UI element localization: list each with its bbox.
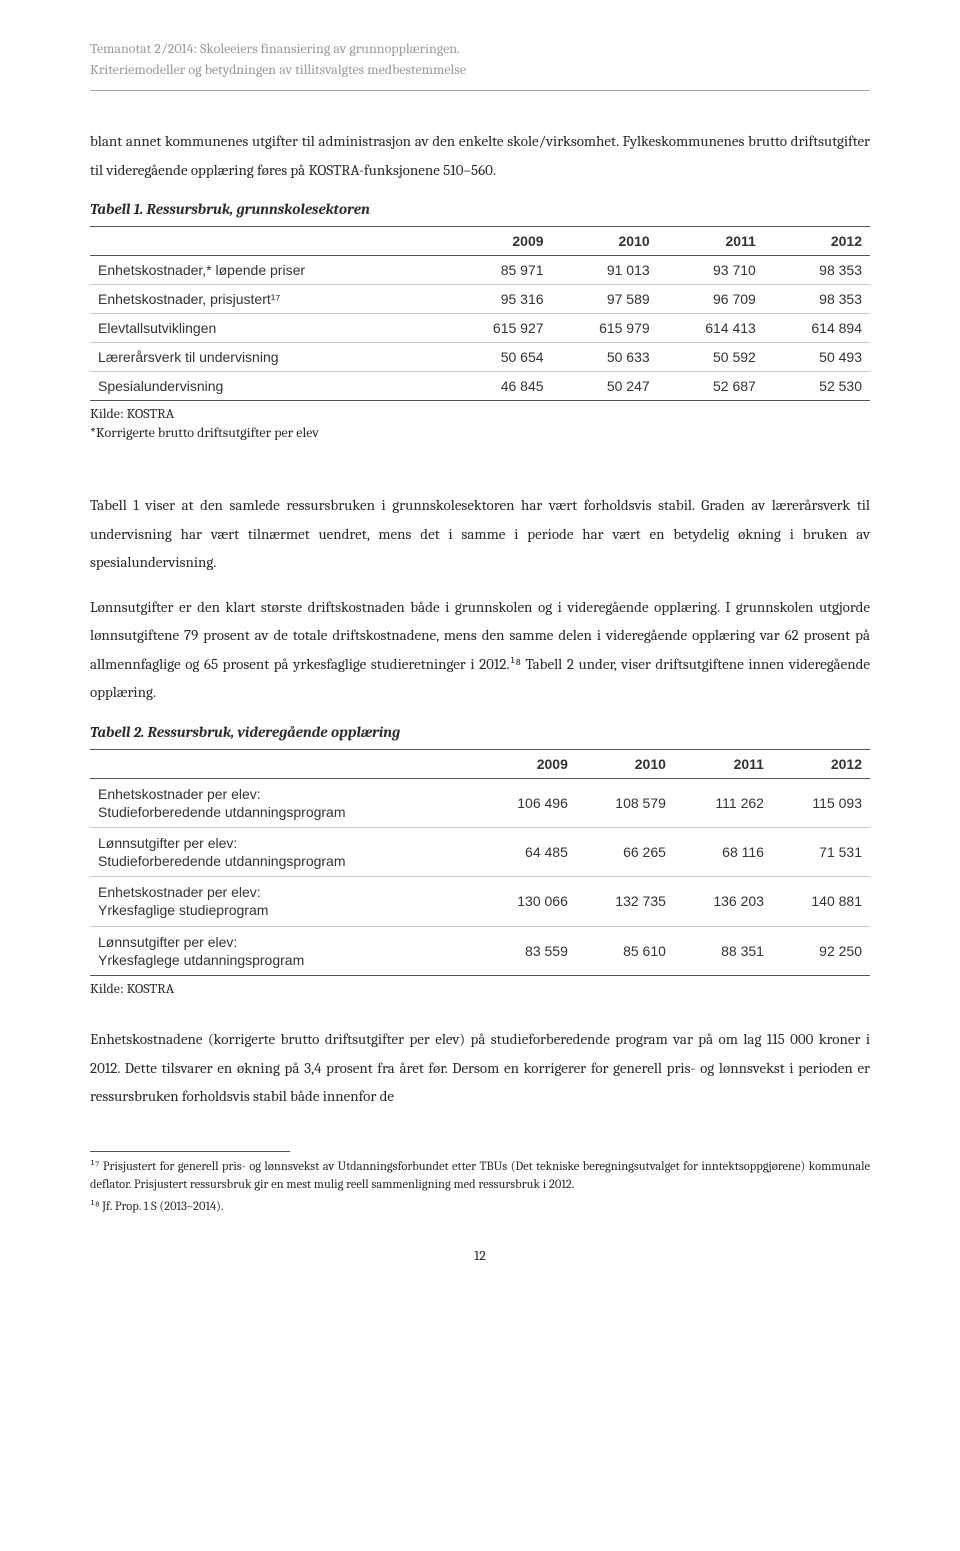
table-cell: Lønnsutgifter per elev:Studieforberedend… bbox=[90, 827, 478, 876]
table1-col0 bbox=[90, 227, 445, 256]
table-cell: 98 353 bbox=[764, 256, 870, 285]
table-cell: 614 413 bbox=[658, 314, 764, 343]
table-cell: 115 093 bbox=[772, 778, 870, 827]
table-row: Lønnsutgifter per elev:Studieforberedend… bbox=[90, 827, 870, 876]
table2-col0 bbox=[90, 749, 478, 778]
table2-col4: 2012 bbox=[772, 749, 870, 778]
table-cell: Enhetskostnader,* løpende priser bbox=[90, 256, 445, 285]
table-row: Lærerårsverk til undervisning50 65450 63… bbox=[90, 343, 870, 372]
table-cell: 85 971 bbox=[445, 256, 551, 285]
table-cell: 68 116 bbox=[674, 827, 772, 876]
table1-header-row: 2009 2010 2011 2012 bbox=[90, 227, 870, 256]
table-cell: 615 927 bbox=[445, 314, 551, 343]
header-title: Temanotat 2/2014: Skoleeiers finansierin… bbox=[90, 40, 870, 57]
table-cell: 64 485 bbox=[478, 827, 576, 876]
table2-col2: 2010 bbox=[576, 749, 674, 778]
table-cell: 50 592 bbox=[658, 343, 764, 372]
table-cell: 95 316 bbox=[445, 285, 551, 314]
table-cell: 92 250 bbox=[772, 926, 870, 975]
table-cell: 130 066 bbox=[478, 877, 576, 926]
table-cell: 50 633 bbox=[552, 343, 658, 372]
table2-col3: 2011 bbox=[674, 749, 772, 778]
table1-col2: 2010 bbox=[552, 227, 658, 256]
footnote-17: ¹⁷ Prisjustert for generell pris- og løn… bbox=[90, 1158, 870, 1196]
table-cell: 93 710 bbox=[658, 256, 764, 285]
table-cell: Enhetskostnader per elev:Studieforberede… bbox=[90, 778, 478, 827]
table-row: Enhetskostnader,* løpende priser85 97191… bbox=[90, 256, 870, 285]
footnote-18: ¹⁸ Jf. Prop. 1 S (2013–2014). bbox=[90, 1198, 870, 1217]
table-cell: 50 493 bbox=[764, 343, 870, 372]
table-cell: 614 894 bbox=[764, 314, 870, 343]
footnote-divider bbox=[90, 1151, 290, 1152]
table1-caption: Tabell 1. Ressursbruk, grunnskolesektore… bbox=[90, 200, 870, 218]
table-row: Enhetskostnader, prisjustert¹⁷95 31697 5… bbox=[90, 285, 870, 314]
table1-source: Kilde: KOSTRA bbox=[90, 405, 870, 422]
table-row: Lønnsutgifter per elev:Yrkesfaglege utda… bbox=[90, 926, 870, 975]
table-cell: Elevtallsutviklingen bbox=[90, 314, 445, 343]
mid-paragraph-1: Tabell 1 viser at den samlede ressursbru… bbox=[90, 491, 870, 577]
table-cell: 140 881 bbox=[772, 877, 870, 926]
table-cell: 52 687 bbox=[658, 372, 764, 401]
table-cell: 50 247 bbox=[552, 372, 658, 401]
table-cell: Enhetskostnader, prisjustert¹⁷ bbox=[90, 285, 445, 314]
table-row: Elevtallsutviklingen615 927615 979614 41… bbox=[90, 314, 870, 343]
table-cell: Lærerårsverk til undervisning bbox=[90, 343, 445, 372]
table-cell: 97 589 bbox=[552, 285, 658, 314]
table-cell: 96 709 bbox=[658, 285, 764, 314]
table-cell: 132 735 bbox=[576, 877, 674, 926]
table1-col4: 2012 bbox=[764, 227, 870, 256]
page-number: 12 bbox=[90, 1247, 870, 1264]
document-page: Temanotat 2/2014: Skoleeiers finansierin… bbox=[0, 0, 960, 1324]
table2-header-row: 2009 2010 2011 2012 bbox=[90, 749, 870, 778]
intro-paragraph: blant annet kommunenes utgifter til admi… bbox=[90, 127, 870, 184]
table-cell: 50 654 bbox=[445, 343, 551, 372]
table-row: Spesialundervisning46 84550 24752 68752 … bbox=[90, 372, 870, 401]
table-cell: 615 979 bbox=[552, 314, 658, 343]
table-cell: 106 496 bbox=[478, 778, 576, 827]
table2-col1: 2009 bbox=[478, 749, 576, 778]
table1-note: *Korrigerte brutto driftsutgifter per el… bbox=[90, 424, 870, 441]
table2: 2009 2010 2011 2012 Enhetskostnader per … bbox=[90, 749, 870, 977]
table-row: Enhetskostnader per elev:Yrkesfaglige st… bbox=[90, 877, 870, 926]
header-subtitle: Kriteriemodeller og betydningen av tilli… bbox=[90, 61, 870, 78]
header-divider bbox=[90, 90, 870, 91]
table1-col1: 2009 bbox=[445, 227, 551, 256]
table-cell: Lønnsutgifter per elev:Yrkesfaglege utda… bbox=[90, 926, 478, 975]
end-paragraph: Enhetskostnadene (korrigerte brutto drif… bbox=[90, 1025, 870, 1111]
table-cell: 52 530 bbox=[764, 372, 870, 401]
table-cell: 66 265 bbox=[576, 827, 674, 876]
table2-source: Kilde: KOSTRA bbox=[90, 980, 870, 997]
mid-paragraph-2: Lønnsutgifter er den klart største drift… bbox=[90, 593, 870, 707]
table-cell: Spesialundervisning bbox=[90, 372, 445, 401]
table-cell: 111 262 bbox=[674, 778, 772, 827]
table-row: Enhetskostnader per elev:Studieforberede… bbox=[90, 778, 870, 827]
table-cell: 98 353 bbox=[764, 285, 870, 314]
table-cell: 108 579 bbox=[576, 778, 674, 827]
table-cell: 71 531 bbox=[772, 827, 870, 876]
table-cell: 85 610 bbox=[576, 926, 674, 975]
table1: 2009 2010 2011 2012 Enhetskostnader,* lø… bbox=[90, 226, 870, 401]
table-cell: 88 351 bbox=[674, 926, 772, 975]
table-cell: 83 559 bbox=[478, 926, 576, 975]
table-cell: Enhetskostnader per elev:Yrkesfaglige st… bbox=[90, 877, 478, 926]
table-cell: 136 203 bbox=[674, 877, 772, 926]
table-cell: 91 013 bbox=[552, 256, 658, 285]
table-cell: 46 845 bbox=[445, 372, 551, 401]
table2-caption: Tabell 2. Ressursbruk, videregående oppl… bbox=[90, 723, 870, 741]
table1-col3: 2011 bbox=[658, 227, 764, 256]
